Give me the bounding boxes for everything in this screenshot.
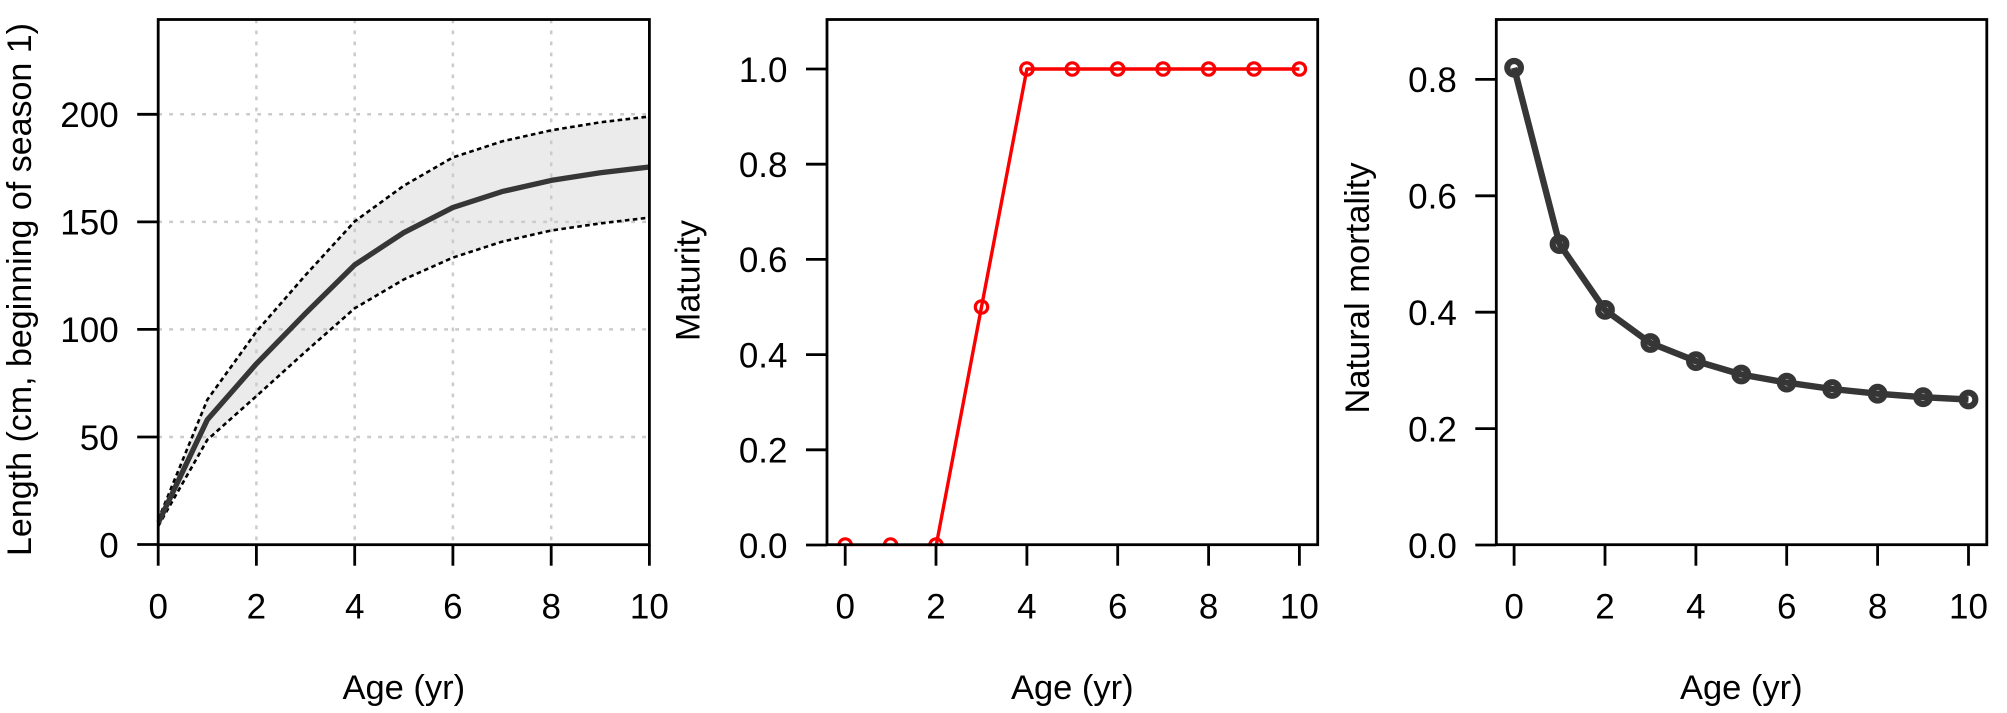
- svg-text:1.0: 1.0: [739, 51, 788, 90]
- svg-text:4: 4: [345, 587, 364, 626]
- svg-text:0: 0: [835, 587, 854, 626]
- svg-text:4: 4: [1686, 587, 1705, 626]
- svg-text:0.4: 0.4: [1408, 294, 1457, 333]
- svg-text:4: 4: [1017, 587, 1036, 626]
- svg-text:150: 150: [60, 204, 118, 243]
- svg-text:0: 0: [1504, 587, 1523, 626]
- svg-text:2: 2: [247, 587, 266, 626]
- svg-text:Age (yr): Age (yr): [342, 669, 465, 707]
- svg-text:8: 8: [541, 587, 560, 626]
- svg-text:0.0: 0.0: [739, 527, 788, 566]
- svg-text:10: 10: [1280, 587, 1319, 626]
- svg-text:Maturity: Maturity: [670, 220, 708, 341]
- svg-text:0: 0: [99, 526, 118, 565]
- svg-text:0.6: 0.6: [1408, 178, 1457, 217]
- svg-text:0.2: 0.2: [1408, 410, 1457, 449]
- svg-text:6: 6: [443, 587, 462, 626]
- svg-text:50: 50: [80, 419, 119, 458]
- svg-text:Length (cm, beginning of seaso: Length (cm, beginning of season 1): [1, 23, 39, 556]
- svg-text:200: 200: [60, 96, 118, 135]
- svg-text:10: 10: [630, 587, 669, 626]
- svg-text:2: 2: [926, 587, 945, 626]
- svg-text:0.8: 0.8: [1408, 61, 1457, 100]
- svg-text:8: 8: [1868, 587, 1887, 626]
- svg-text:0.6: 0.6: [739, 241, 788, 280]
- svg-text:100: 100: [60, 311, 118, 350]
- svg-text:2: 2: [1595, 587, 1614, 626]
- svg-text:0: 0: [148, 587, 167, 626]
- svg-text:0.2: 0.2: [739, 432, 788, 471]
- svg-text:10: 10: [1949, 587, 1988, 626]
- svg-text:0.4: 0.4: [739, 336, 788, 375]
- svg-text:6: 6: [1777, 587, 1796, 626]
- svg-text:0.0: 0.0: [1408, 527, 1457, 566]
- svg-text:8: 8: [1199, 587, 1218, 626]
- svg-text:6: 6: [1108, 587, 1127, 626]
- svg-text:Age (yr): Age (yr): [1680, 669, 1803, 707]
- svg-text:0.8: 0.8: [739, 146, 788, 185]
- svg-text:Age (yr): Age (yr): [1011, 669, 1134, 707]
- svg-text:Natural mortality: Natural mortality: [1339, 162, 1377, 414]
